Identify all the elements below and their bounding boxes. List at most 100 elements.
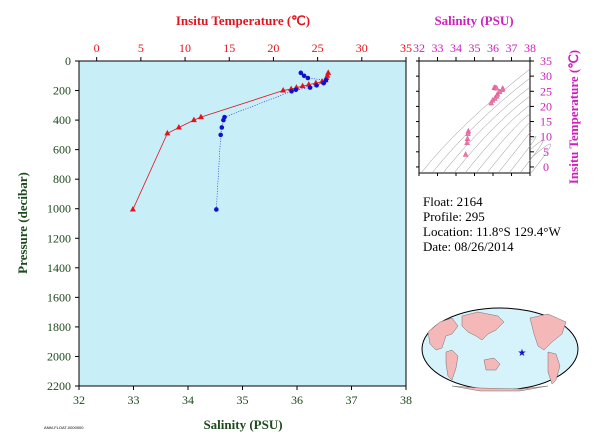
y-tick-label: 0 bbox=[65, 54, 71, 68]
y-tick-label: 1600 bbox=[47, 290, 71, 304]
ts-point bbox=[493, 84, 500, 91]
y-tick-label: 2200 bbox=[47, 379, 71, 393]
bottom-tick-label: 36 bbox=[291, 393, 303, 407]
density-contour bbox=[497, 130, 532, 174]
bottom-tick-label: 38 bbox=[400, 393, 412, 407]
world-map: ★ bbox=[421, 307, 579, 392]
ts-points bbox=[462, 84, 506, 157]
temperature-point bbox=[129, 205, 136, 212]
salinity-point bbox=[321, 80, 327, 86]
float-location-marker: ★ bbox=[518, 348, 527, 359]
inset-y-tick-label: 15 bbox=[540, 115, 552, 129]
ts-point bbox=[462, 151, 469, 157]
y-tick-label: 1800 bbox=[47, 320, 71, 334]
y-tick-label: 1200 bbox=[47, 231, 71, 245]
bottom-tick-label: 34 bbox=[182, 393, 194, 407]
inset-title: Salinity (PSU) bbox=[434, 13, 513, 28]
bottom-tick-label: 32 bbox=[73, 393, 85, 407]
y-tick-label: 2000 bbox=[47, 349, 71, 363]
temperature-point bbox=[175, 123, 182, 130]
salinity-point bbox=[301, 73, 307, 79]
map-continents bbox=[427, 311, 567, 392]
inset-x-tick-label: 37 bbox=[506, 41, 518, 55]
salinity-point bbox=[305, 75, 311, 81]
profile-number: Profile: 295 bbox=[423, 209, 485, 224]
salinity-point bbox=[214, 207, 219, 212]
salinity-point bbox=[218, 132, 223, 138]
salinity-point bbox=[314, 83, 319, 88]
bottom-tick-label: 33 bbox=[128, 393, 140, 407]
density-contour bbox=[508, 136, 537, 174]
top-tick-label: 30 bbox=[356, 41, 368, 55]
main-plot-ticks: 0 5 10 15 20 25 30 35 32 33 34 35 36 37 38 0 200 400 600 80… bbox=[47, 41, 412, 407]
top-tick-label: 0 bbox=[94, 41, 100, 55]
temperature-point bbox=[190, 116, 197, 123]
density-contour bbox=[529, 143, 551, 174]
bottom-tick-label: 37 bbox=[346, 393, 358, 407]
float-id: Float: 2164 bbox=[423, 194, 483, 209]
ts-point bbox=[465, 130, 471, 136]
inset-x-tick-label: 32 bbox=[413, 41, 425, 55]
inset-y-tick-label: 35 bbox=[540, 54, 552, 68]
y-tick-label: 1400 bbox=[47, 261, 71, 275]
inset-x-tick-label: 35 bbox=[469, 41, 481, 55]
density-contour bbox=[420, 68, 531, 174]
ts-point bbox=[488, 99, 494, 106]
temperature-point bbox=[299, 82, 306, 89]
inset-y-tick-label: 0 bbox=[543, 160, 549, 174]
inset-y-tick-label: 30 bbox=[540, 69, 552, 83]
inset-y-tick-label: 5 bbox=[543, 145, 549, 159]
top-tick-label: 35 bbox=[400, 41, 412, 55]
main-profile-plot: 0 5 10 15 20 25 30 35 32 33 34 35 36 37 38 0 200 400 600 80… bbox=[15, 13, 412, 432]
top-axis-title: Insitu Temperature (℃) bbox=[176, 13, 310, 28]
density-contour bbox=[475, 113, 531, 174]
float-info-panel: Float: 2164 Profile: 295 Location: 11.8°… bbox=[423, 194, 561, 254]
salinity-point bbox=[298, 70, 304, 76]
density-contours bbox=[420, 68, 551, 174]
density-contour bbox=[519, 140, 544, 174]
salinity-point bbox=[293, 87, 299, 93]
bottom-axis-title: Salinity (PSU) bbox=[203, 417, 282, 432]
temperature-point bbox=[164, 129, 171, 136]
temperature-point bbox=[197, 113, 204, 120]
main-plot-background bbox=[78, 60, 407, 387]
ts-point bbox=[464, 139, 470, 145]
y-tick-label: 1000 bbox=[47, 202, 71, 216]
top-tick-label: 20 bbox=[267, 41, 279, 55]
inset-x-tick-label: 38 bbox=[524, 41, 536, 55]
temperature-point bbox=[305, 81, 312, 87]
density-contour bbox=[486, 122, 531, 174]
salinity-point bbox=[289, 88, 294, 94]
inset-y-axis-title: Insitu Temperature (℃) bbox=[566, 50, 581, 184]
y-tick-label: 600 bbox=[53, 143, 71, 157]
footer-tiny-label: ANM-FLOAT-0000000 bbox=[44, 425, 84, 430]
density-contour bbox=[442, 86, 531, 174]
float-location: Location: 11.8°S 129.4°W bbox=[423, 224, 561, 239]
top-tick-label: 10 bbox=[179, 41, 191, 55]
y-tick-label: 400 bbox=[53, 113, 71, 127]
inset-y-tick-label: 20 bbox=[540, 99, 552, 113]
y-tick-label: 200 bbox=[53, 84, 71, 98]
top-tick-label: 25 bbox=[312, 41, 324, 55]
inset-x-tick-label: 36 bbox=[487, 41, 499, 55]
inset-x-tick-label: 34 bbox=[450, 41, 462, 55]
inset-x-tick-label: 33 bbox=[432, 41, 444, 55]
salinity-point bbox=[219, 125, 225, 130]
inset-y-tick-label: 10 bbox=[540, 130, 552, 144]
salinity-point bbox=[307, 85, 313, 90]
y-tick-label: 800 bbox=[53, 172, 71, 186]
bottom-tick-label: 35 bbox=[237, 393, 249, 407]
top-tick-label: 15 bbox=[223, 41, 235, 55]
density-contour bbox=[464, 104, 531, 174]
salinity-series bbox=[214, 70, 329, 212]
ts-point bbox=[499, 86, 505, 92]
density-contour bbox=[431, 77, 531, 174]
ts-point bbox=[496, 88, 503, 95]
inset-plot-background bbox=[418, 60, 531, 174]
inset-y-tick-label: 25 bbox=[540, 84, 552, 98]
salinity-point bbox=[221, 117, 226, 123]
density-contour bbox=[453, 95, 531, 174]
